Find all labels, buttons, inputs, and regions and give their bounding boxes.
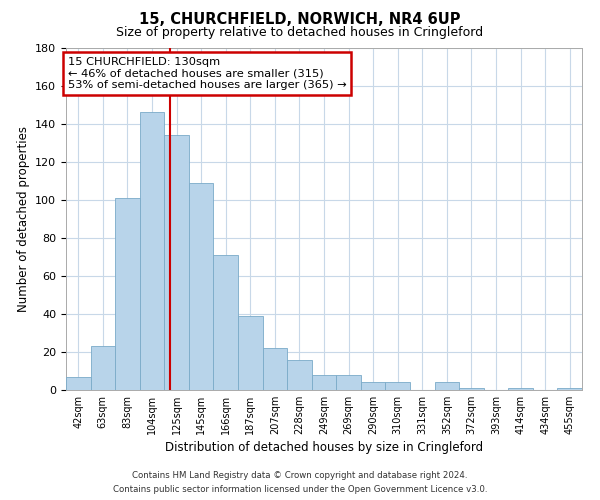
Bar (115, 198, 140, 390)
Bar (557, 388, 582, 390)
Bar (361, 382, 385, 390)
Bar (263, 348, 287, 390)
Bar (434, 382, 459, 390)
Bar (189, 182, 214, 390)
Bar (140, 112, 164, 390)
Y-axis label: Number of detached properties: Number of detached properties (17, 126, 29, 312)
Bar (164, 135, 189, 390)
Text: 15 CHURCHFIELD: 130sqm
← 46% of detached houses are smaller (315)
53% of semi-de: 15 CHURCHFIELD: 130sqm ← 46% of detached… (68, 57, 347, 90)
X-axis label: Distribution of detached houses by size in Cringleford: Distribution of detached houses by size … (165, 441, 483, 454)
Text: Size of property relative to detached houses in Cringleford: Size of property relative to detached ho… (116, 26, 484, 39)
Bar (287, 360, 312, 390)
Bar (385, 382, 410, 390)
Bar (312, 375, 336, 390)
Bar (238, 316, 263, 390)
Text: Contains HM Land Registry data © Crown copyright and database right 2024.
Contai: Contains HM Land Registry data © Crown c… (113, 472, 487, 494)
Bar (91, 346, 115, 390)
Bar (214, 255, 238, 390)
Text: 15, CHURCHFIELD, NORWICH, NR4 6UP: 15, CHURCHFIELD, NORWICH, NR4 6UP (139, 12, 461, 28)
Bar (459, 388, 484, 390)
Bar (66, 376, 91, 390)
Bar (336, 375, 361, 390)
Bar (508, 388, 533, 390)
